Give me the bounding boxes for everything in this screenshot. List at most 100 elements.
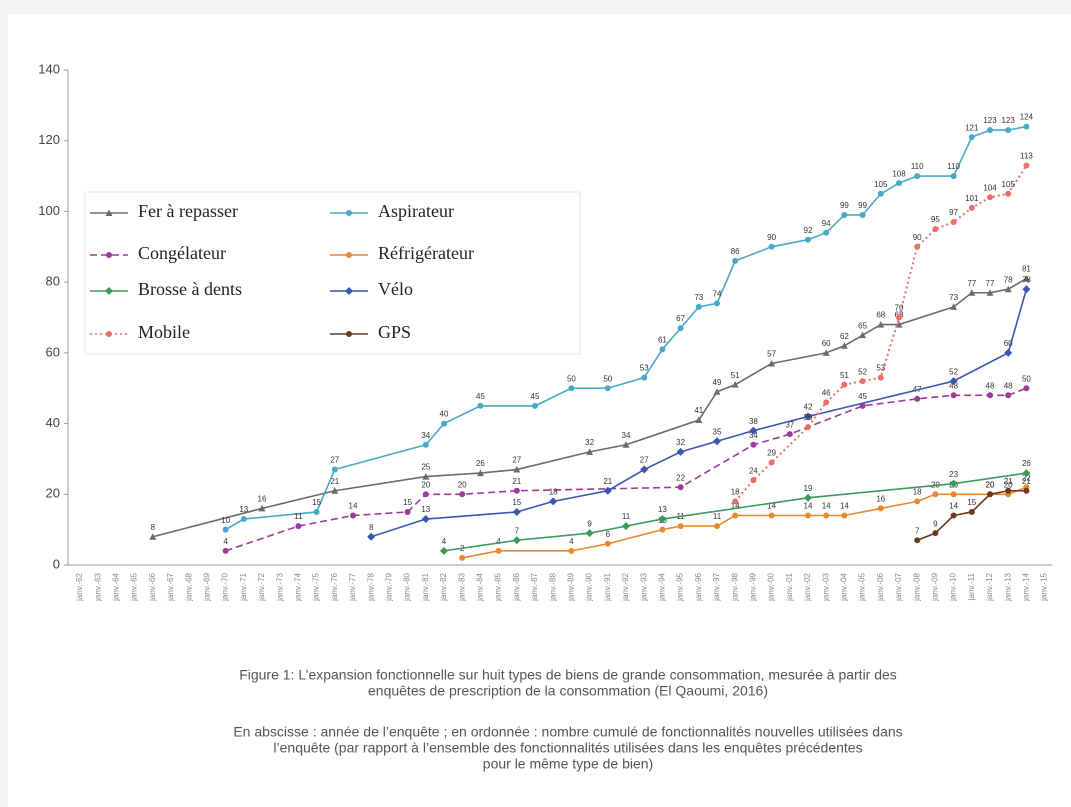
data-label: 94 <box>822 219 831 228</box>
y-tick-label: 80 <box>46 274 60 289</box>
data-label: 99 <box>840 201 849 210</box>
point <box>512 507 521 516</box>
point <box>896 180 902 187</box>
x-tick-label: janv.-10 <box>949 572 958 601</box>
data-label: 99 <box>858 201 867 210</box>
point <box>840 342 848 349</box>
series-line <box>443 472 1027 552</box>
data-label: 67 <box>676 314 685 323</box>
point <box>1022 275 1030 282</box>
point <box>440 546 448 555</box>
point <box>604 540 611 547</box>
data-label: 21 <box>330 477 339 486</box>
x-tick-label: janv.-73 <box>275 572 284 601</box>
point <box>331 466 338 473</box>
point <box>805 236 811 243</box>
data-label: 18 <box>731 487 740 496</box>
x-tick-label: janv.-83 <box>457 572 466 601</box>
point <box>786 431 793 438</box>
data-label: 92 <box>804 226 813 235</box>
point <box>513 466 521 473</box>
data-label: 95 <box>931 215 940 224</box>
point <box>914 498 921 505</box>
point <box>768 459 775 466</box>
point <box>841 381 848 388</box>
point <box>713 388 721 395</box>
data-label: 10 <box>221 516 230 525</box>
legend-marker <box>105 287 113 295</box>
point <box>896 314 902 321</box>
point <box>822 349 830 356</box>
data-label: 29 <box>767 449 776 458</box>
x-tick-label: janv.-11 <box>967 572 976 601</box>
data-label: 123 <box>1002 116 1016 125</box>
point <box>950 173 957 180</box>
x-tick-label: janv.-93 <box>639 572 648 601</box>
x-tick-label: janv.-80 <box>403 572 412 601</box>
data-label: 21 <box>603 477 612 486</box>
data-label: 62 <box>840 332 849 341</box>
data-label: 11 <box>622 512 631 521</box>
x-tick-label: janv.-92 <box>621 572 630 601</box>
legend-marker <box>346 331 352 337</box>
point <box>877 321 885 328</box>
data-label: 46 <box>822 388 831 397</box>
data-label: 13 <box>421 505 430 514</box>
legend-label: Brosse à dents <box>138 279 242 299</box>
point <box>950 219 957 226</box>
point <box>586 448 594 455</box>
data-label: 25 <box>421 463 430 472</box>
caption: enquêtes de prescription de la consommat… <box>368 683 768 699</box>
data-label: 7 <box>915 526 920 535</box>
x-tick-label: janv.-67 <box>166 572 175 601</box>
data-label: 4 <box>223 537 228 546</box>
data-label: 15 <box>403 498 412 507</box>
point <box>1004 285 1012 293</box>
data-label: 123 <box>983 116 997 125</box>
x-tick-label: janv.-74 <box>294 572 303 601</box>
data-label: 27 <box>512 456 521 465</box>
data-label: 113 <box>1020 152 1033 161</box>
point <box>568 385 575 392</box>
data-label: 51 <box>840 371 849 380</box>
point <box>768 243 775 250</box>
data-label: 61 <box>658 335 667 344</box>
point <box>768 359 776 367</box>
x-tick-label: janv.-06 <box>876 572 885 601</box>
data-label: 42 <box>804 403 813 412</box>
data-label: 48 <box>986 381 995 390</box>
y-tick-label: 140 <box>38 61 60 76</box>
point <box>640 465 649 474</box>
y-tick-label: 20 <box>46 486 60 501</box>
x-tick-label: janv.-78 <box>366 572 375 601</box>
point <box>768 512 775 519</box>
legend-label: Aspirateur <box>378 201 454 221</box>
data-label: 70 <box>895 304 904 313</box>
point <box>1023 162 1030 169</box>
x-tick-label: janv.-05 <box>858 572 867 601</box>
point <box>659 526 666 533</box>
legend-marker <box>345 287 353 295</box>
data-label: 14 <box>349 502 358 511</box>
data-label: 24 <box>749 466 758 475</box>
data-label: 15 <box>312 498 321 507</box>
y-tick-label: 120 <box>38 132 60 147</box>
point <box>914 173 921 180</box>
data-label: 105 <box>874 180 888 189</box>
data-label: 39 <box>804 413 813 422</box>
x-tick-label: janv.-90 <box>585 572 594 601</box>
x-tick-label: janv.-82 <box>439 572 448 601</box>
point <box>313 508 320 515</box>
data-label: 9 <box>587 519 592 528</box>
legend-label: Réfrigérateur <box>378 243 474 263</box>
point <box>714 300 720 307</box>
x-tick-label: janv.-97 <box>712 572 721 601</box>
point <box>987 127 993 134</box>
x-tick-label: janv.-63 <box>93 572 102 601</box>
x-tick-label: janv.-69 <box>203 572 212 601</box>
point <box>331 487 339 494</box>
point <box>713 437 721 446</box>
x-tick-label: janv.-13 <box>1003 572 1012 601</box>
data-label: 21 <box>512 477 521 486</box>
point <box>441 420 447 427</box>
